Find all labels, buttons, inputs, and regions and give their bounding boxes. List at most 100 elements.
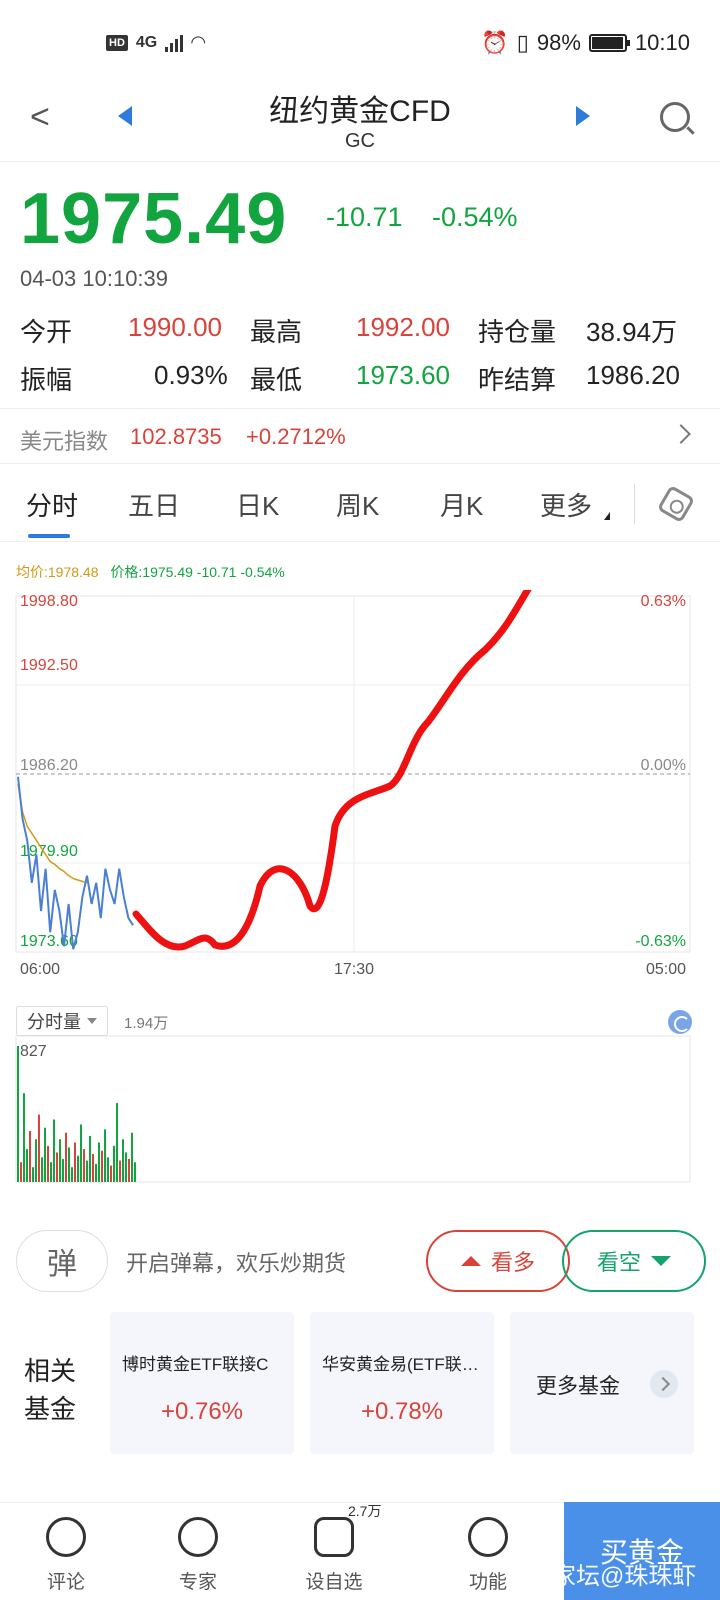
volume-bar	[92, 1154, 94, 1182]
prev-contract-icon[interactable]	[118, 106, 132, 126]
search-icon[interactable]	[660, 102, 690, 132]
chart-tabs: 分时 五日 日K 周K 月K 更多	[0, 468, 720, 542]
y-axis-label: 1986.20	[20, 757, 78, 774]
hand-drawn-annotation	[132, 590, 532, 951]
volume-bar	[125, 1152, 127, 1182]
volume-bar	[41, 1157, 43, 1182]
danmu-hint: 开启弹幕，欢乐炒期货	[126, 1251, 347, 1276]
settings-gear-icon[interactable]	[656, 484, 696, 524]
alarm-icon: ⏰	[481, 30, 509, 55]
tab-intraday[interactable]: 分时	[26, 491, 79, 521]
volume-bar	[104, 1129, 106, 1182]
expert-heart-icon	[178, 1517, 218, 1557]
x-axis-label: 05:00	[646, 961, 686, 978]
hd-icon: HD	[106, 34, 128, 51]
bottom-label: 设自选	[305, 1572, 363, 1593]
volume-bar	[17, 1046, 19, 1182]
stat-prev-settle: 1986.20	[586, 360, 680, 390]
dollar-index-row[interactable]: 美元指数 102.8735 +0.2712%	[0, 408, 720, 464]
dxy-label: 美元指数	[20, 429, 109, 454]
tab-daily-k[interactable]: 日K	[236, 491, 280, 521]
signal-icon	[165, 34, 184, 52]
volume-selector-label: 分时量	[27, 1012, 81, 1032]
volume-bar	[98, 1142, 100, 1182]
volume-bar	[77, 1155, 79, 1182]
page-subtitle: GC	[345, 130, 375, 152]
price-line	[17, 776, 134, 950]
legend-price: 价格:1975.49 -10.71 -0.54%	[110, 564, 285, 580]
buy-gold-label: 买黄金	[599, 1537, 684, 1568]
status-left: HD 4G ◠	[106, 32, 205, 53]
volume-total: 1.94万	[124, 1015, 169, 1032]
y-axis-label: 1979.90	[20, 843, 78, 860]
more-dropdown-icon	[604, 512, 610, 520]
buy-gold-button[interactable]: 买黄金	[564, 1502, 720, 1600]
status-bar: HD 4G ◠ ⏰ ▯ 98% 10:10	[0, 0, 720, 84]
volume-bar	[74, 1142, 76, 1182]
volume-bar	[62, 1158, 64, 1182]
tab-monthly-k[interactable]: 月K	[440, 491, 484, 521]
volume-bar	[119, 1160, 121, 1182]
volume-bar	[86, 1160, 88, 1182]
page-title: 纽约黄金CFD	[269, 95, 451, 128]
intraday-chart[interactable]: 1998.80 1992.50 1986.20 1979.90 1973.60 0.63%…	[0, 590, 720, 1200]
volume-bar	[110, 1165, 112, 1182]
fund-card[interactable]: 华安黄金易(ETF联接… +0.78%	[310, 1312, 494, 1454]
volume-bar	[29, 1131, 31, 1182]
volume-bar	[38, 1114, 40, 1182]
stats-row: 今开 1990.00 最高 1992.00 持仓量 38.94万	[20, 312, 700, 360]
fund-change: +0.78%	[360, 1398, 444, 1425]
fund-card[interactable]: 博时黄金ETF联接C +0.76%	[110, 1312, 294, 1454]
volume-bar	[20, 1162, 22, 1182]
battery-level: 98%	[536, 30, 581, 55]
more-funds-button[interactable]: 更多基金	[510, 1312, 694, 1454]
active-tab-indicator	[28, 534, 70, 538]
watermark-text: 大家坛@珠珠虾	[528, 1563, 697, 1590]
volume-bar	[80, 1124, 82, 1182]
pct-axis-label: 0.00%	[641, 757, 686, 774]
price-change: -10.71	[326, 202, 403, 232]
bullish-button[interactable]: 看多	[426, 1230, 570, 1292]
tab-more[interactable]: 更多	[540, 491, 593, 521]
volume-selector[interactable]: 分时量	[16, 1006, 108, 1036]
next-contract-icon[interactable]	[576, 106, 590, 126]
bottom-label: 功能	[468, 1572, 507, 1593]
stat-label: 最低	[250, 365, 303, 395]
tab-weekly-k[interactable]: 周K	[336, 491, 380, 521]
quote-timestamp: 04-03 10:10:39	[20, 266, 169, 291]
volume-bar	[47, 1145, 49, 1182]
bottom-comment[interactable]: 评论	[16, 1503, 116, 1600]
caret-down-icon	[87, 1018, 97, 1024]
volume-bar	[53, 1119, 55, 1182]
bottom-label: 专家	[178, 1572, 217, 1593]
bottom-expert[interactable]: 专家	[148, 1503, 248, 1600]
x-axis-label: 06:00	[20, 961, 60, 978]
stat-low: 1973.60	[356, 360, 450, 390]
volume-bar	[116, 1103, 118, 1182]
bearish-label: 看空	[596, 1250, 641, 1275]
y-axis-label: 1992.50	[20, 657, 78, 674]
volume-max-label: 827	[20, 1043, 47, 1060]
network-type: 4G	[135, 33, 158, 51]
chart-legend: 均价:1978.48 价格:1975.49 -10.71 -0.54%	[16, 562, 285, 582]
stat-open-interest: 38.94万	[586, 317, 678, 347]
bottom-add-watchlist[interactable]: 2.7万 设自选	[284, 1503, 384, 1600]
danmu-toggle[interactable]: 弹	[16, 1230, 108, 1292]
bearish-button[interactable]: 看空	[562, 1230, 706, 1292]
volume-bar	[32, 1167, 34, 1182]
stat-label: 昨结算	[478, 365, 557, 395]
stat-high: 1992.00	[356, 312, 450, 342]
menu-icon	[468, 1517, 508, 1557]
volume-bar	[89, 1135, 91, 1182]
stat-label: 今开	[20, 317, 73, 347]
volume-bar	[68, 1147, 70, 1182]
vibrate-icon: ▯	[516, 30, 529, 55]
bottom-functions[interactable]: 功能	[438, 1503, 538, 1600]
back-icon[interactable]: <	[30, 98, 50, 136]
stat-label: 持仓量	[478, 317, 557, 347]
refresh-icon[interactable]	[668, 1010, 692, 1034]
chevron-right-icon	[650, 1370, 678, 1398]
tab-five-day[interactable]: 五日	[128, 491, 181, 521]
last-price: 1975.49	[20, 179, 288, 259]
volume-bar	[128, 1158, 130, 1182]
